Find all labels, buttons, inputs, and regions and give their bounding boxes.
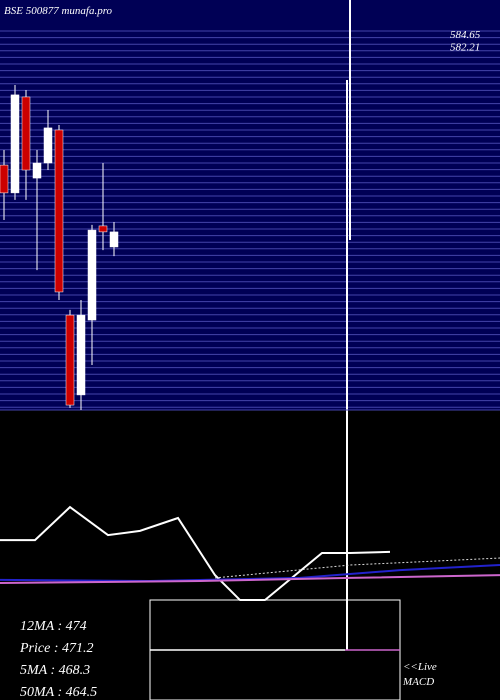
candle-body [10,94,20,194]
chart-title: BSE 500877 munafa.pro [4,5,113,17]
indicator-line [0,574,500,584]
candle-body [98,225,108,233]
candle-body [43,127,53,164]
info-text: 50MA : 464.5 [20,685,97,700]
info-text: 12MA : 474 [20,619,87,634]
candle-body [0,164,9,194]
info-text: 5MA : 468.3 [20,663,90,678]
candle-body [32,162,42,179]
y-tick-label: 582.21 [450,41,480,53]
indicator-line [0,564,500,583]
indicator-line [214,557,500,579]
price-panel [0,0,500,410]
indicator-line [0,505,391,602]
candle-body [87,229,97,321]
info-text: Price : 471.2 [19,641,93,656]
grid [0,30,500,408]
y-tick-label: 584.65 [450,29,481,41]
macd-label: <<Live [403,661,437,673]
candle-body [54,129,64,293]
candle-body [109,231,119,248]
macd-label: MACD [402,676,434,688]
candle-body [21,96,31,171]
candle-body [76,314,86,396]
candle-body [65,314,75,406]
